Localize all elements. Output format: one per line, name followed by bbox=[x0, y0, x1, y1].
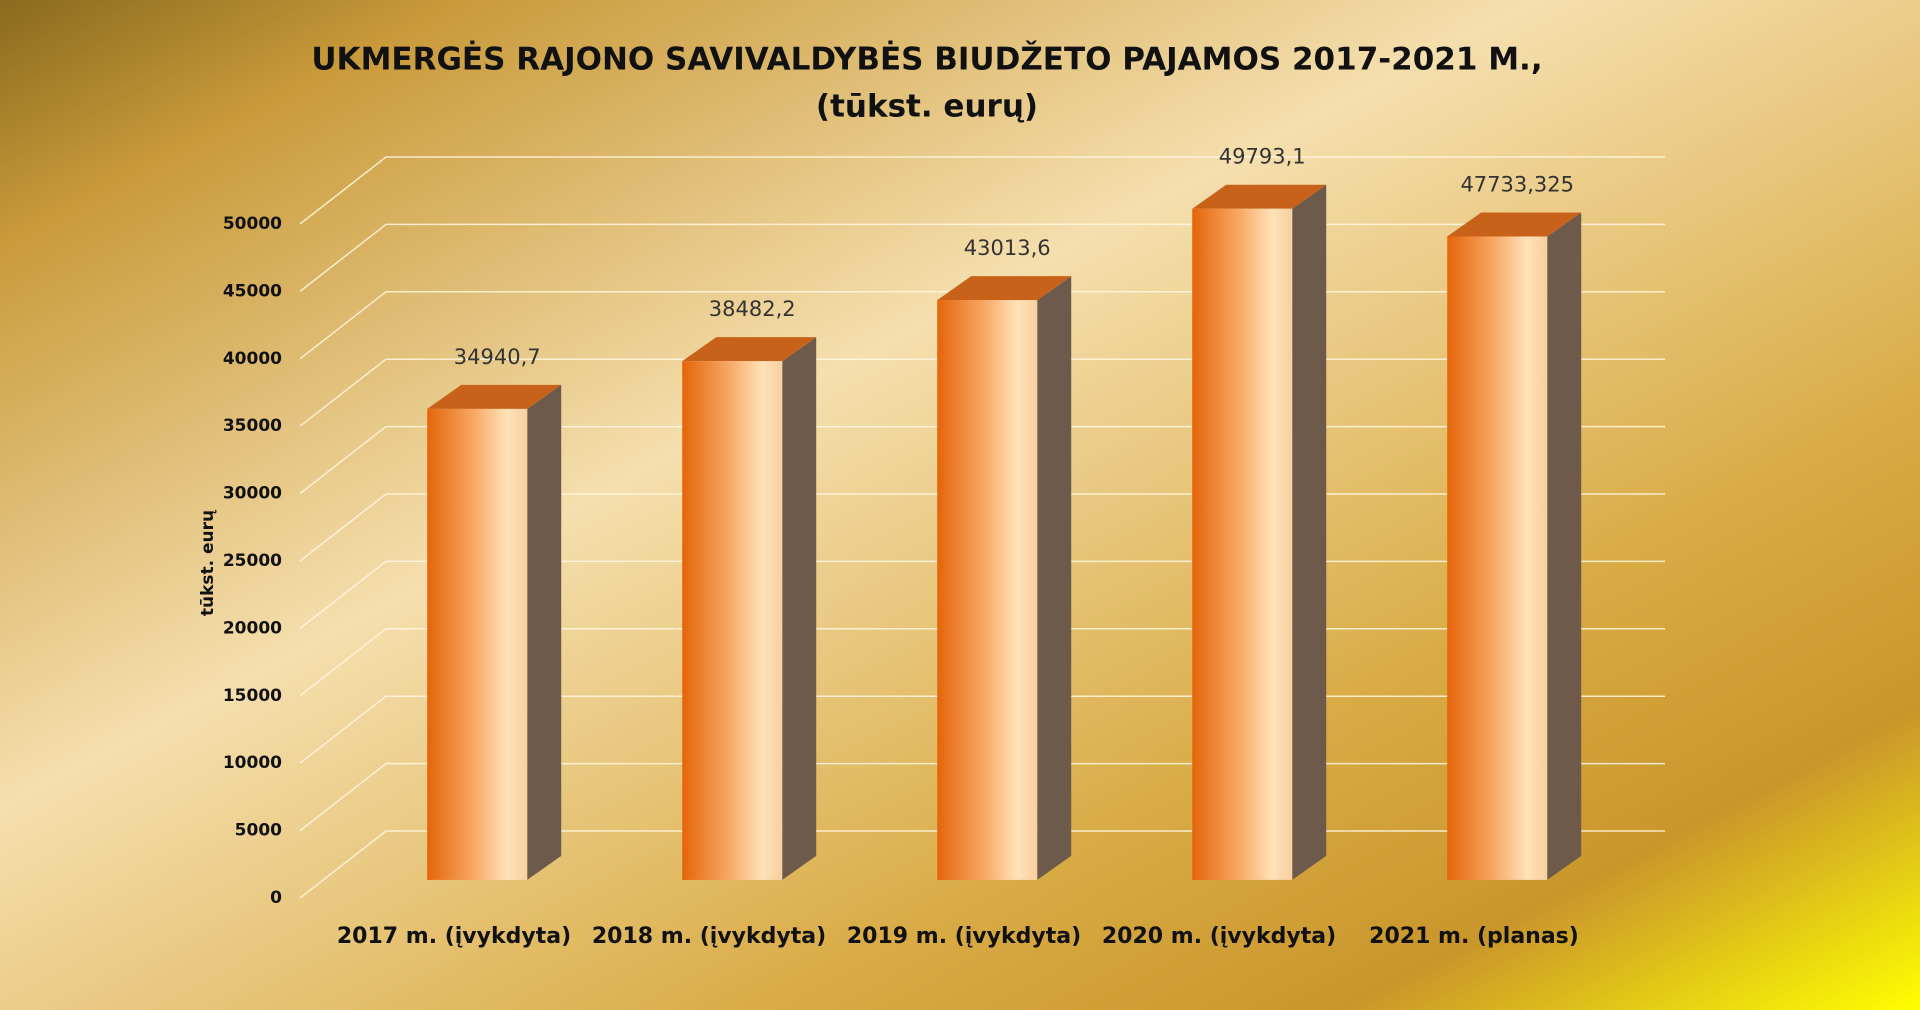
data-label: 47733,325 bbox=[1460, 172, 1574, 196]
x-tick-label: 2018 m. (įvykdyta) bbox=[592, 924, 826, 949]
y-tick-label: 35000 bbox=[223, 416, 282, 436]
y-tick-label: 20000 bbox=[223, 618, 282, 638]
y-tick-label: 0 bbox=[270, 888, 282, 908]
bar-top bbox=[1192, 184, 1327, 209]
x-tick-label: 2019 m. (įvykdyta) bbox=[847, 924, 1081, 949]
chart-title: UKMERGĖS RAJONO SAVIVALDYBĖS BIUDŽETO PA… bbox=[311, 42, 1542, 78]
y-tick-label: 50000 bbox=[223, 214, 282, 234]
data-label: 38482,2 bbox=[709, 297, 796, 321]
y-tick-label: 25000 bbox=[223, 551, 282, 571]
data-label: 43013,6 bbox=[964, 236, 1051, 260]
y-tick-label: 40000 bbox=[223, 349, 282, 369]
bar-top bbox=[682, 337, 817, 362]
y-tick-label: 5000 bbox=[235, 821, 282, 841]
bar bbox=[427, 408, 528, 880]
x-tick-label: 2021 m. (planas) bbox=[1369, 924, 1579, 949]
bar-top bbox=[937, 276, 1072, 301]
bar bbox=[1447, 236, 1548, 880]
bar-side bbox=[1292, 184, 1327, 880]
bar bbox=[937, 300, 1038, 880]
x-tick-label: 2020 m. (įvykdyta) bbox=[1102, 924, 1336, 949]
y-tick-label: 45000 bbox=[223, 281, 282, 301]
y-tick-label: 15000 bbox=[223, 686, 282, 706]
data-label: 34940,7 bbox=[454, 345, 541, 369]
y-axis-label: tūkst. eurų bbox=[198, 509, 218, 616]
grid-line bbox=[299, 156, 1665, 225]
bar bbox=[1192, 208, 1293, 880]
y-tick-label: 10000 bbox=[223, 753, 282, 773]
bar bbox=[682, 361, 783, 880]
bar-side bbox=[782, 337, 817, 880]
x-tick-label: 2017 m. (įvykdyta) bbox=[337, 924, 571, 949]
bar-top bbox=[1447, 212, 1582, 237]
bar-side bbox=[527, 384, 562, 880]
bar-side bbox=[1037, 276, 1072, 880]
bar-top bbox=[427, 384, 562, 409]
chart-subtitle: (tūkst. eurų) bbox=[816, 89, 1038, 125]
bar-side bbox=[1547, 212, 1582, 880]
data-label: 49793,1 bbox=[1219, 145, 1306, 169]
y-tick-label: 30000 bbox=[223, 484, 282, 504]
